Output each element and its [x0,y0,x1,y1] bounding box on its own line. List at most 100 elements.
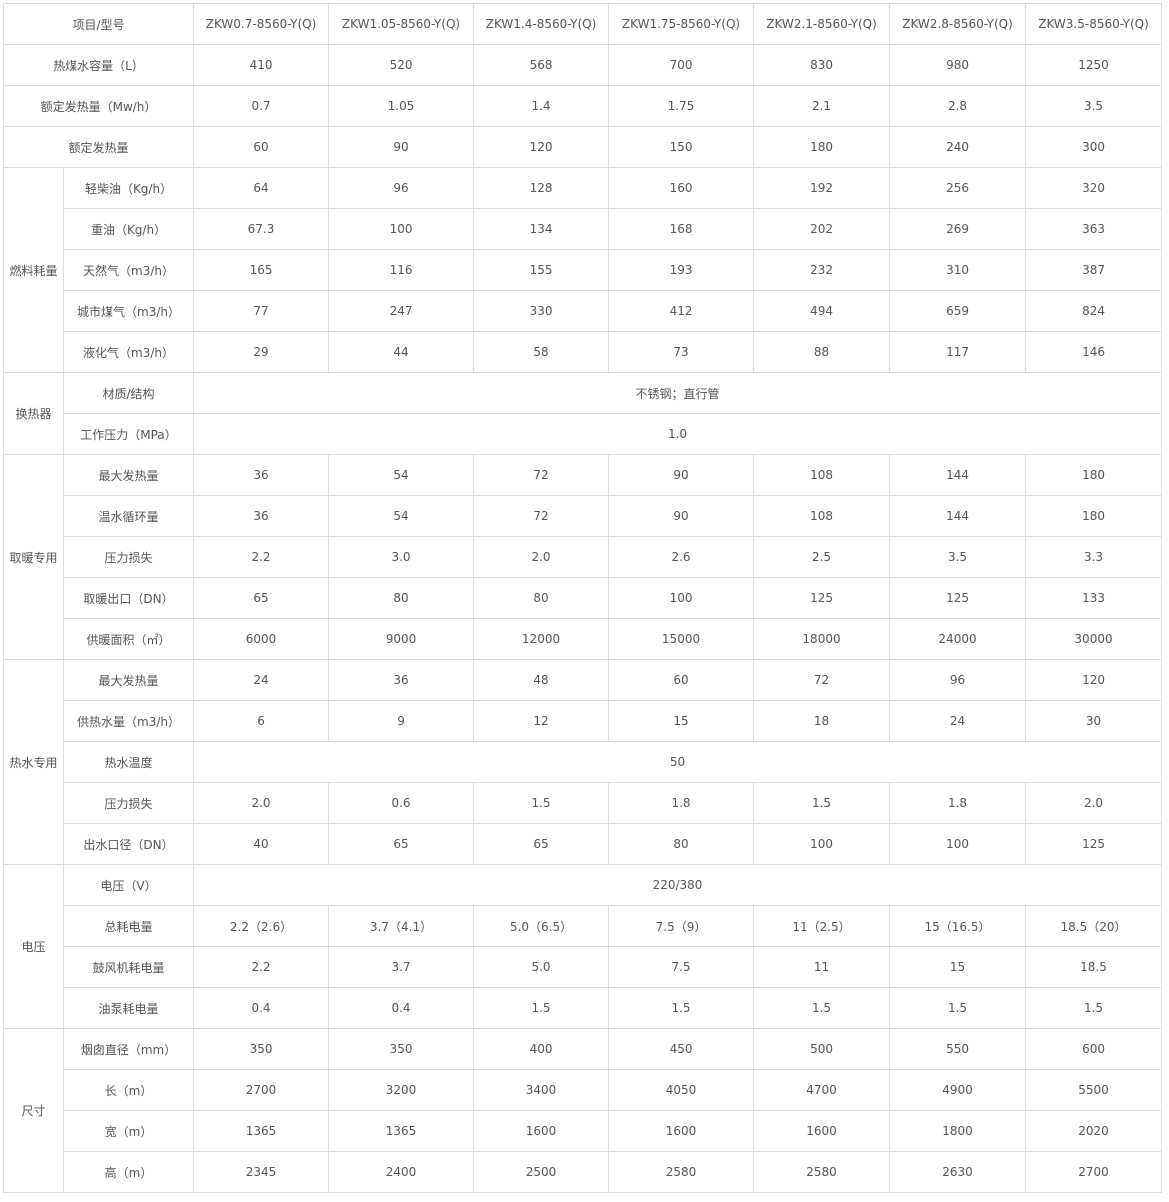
cell-value: 247 [328,290,475,332]
table-row: 热水温度 50 [4,741,1163,783]
table-row: 压力损失 2.0 0.6 1.5 1.8 1.5 1.8 2.0 [4,782,1163,824]
cell-value: 80 [328,577,475,619]
cell-value: 2020 [1025,1110,1163,1152]
cell-value: 36 [193,454,330,496]
table-row: 供热水量（m3/h） 6 9 12 15 18 24 30 [4,700,1163,742]
cell-value: 1.8 [608,782,755,824]
cell-value: 2.0 [473,536,610,578]
cell-value: 15000 [608,618,755,660]
cell-value: 568 [473,44,610,86]
cell-value: 11（2.5） [753,905,891,947]
cell-value: 30000 [1025,618,1163,660]
cell-value: 18000 [753,618,891,660]
table-row: 重油（Kg/h） 67.3 100 134 168 202 269 363 [4,208,1163,250]
row-label: 工作压力（MPa） [62,413,195,455]
row-label: 总耗电量 [62,905,195,947]
cell-value: 256 [889,167,1027,209]
cell-value: 146 [1025,331,1163,373]
cell-value: 410 [193,44,330,86]
cell-value: 1600 [608,1110,755,1152]
cell-value: 0.7 [193,85,330,127]
group-label: 换热器 [3,372,64,455]
cell-value: 7.5 [608,946,755,988]
cell-value: 2700 [193,1069,330,1111]
row-label: 宽（m） [62,1110,195,1152]
cell-value: 155 [473,249,610,291]
cell-value: 24000 [889,618,1027,660]
cell-value: 2500 [473,1151,610,1193]
cell-value: 2.0 [1025,782,1163,824]
table-row: 尺寸 烟囱直径（mm） 350 350 400 450 500 550 600 [3,1028,1163,1193]
cell-value: 300 [1025,126,1163,168]
row-label: 重油（Kg/h） [62,208,195,250]
cell-value: 192 [753,167,891,209]
cell-value: 3.7 [328,946,475,988]
cell-value: 72 [473,454,610,496]
cell-value: 100 [608,577,755,619]
row-label: 额定发热量 [2,126,195,168]
cell-value: 9000 [328,618,475,660]
cell-value: 90 [328,126,475,168]
cell-value: 3.3 [1025,536,1163,578]
cell-value: 133 [1025,577,1163,619]
cell-value: 3.7（4.1） [328,905,475,947]
cell-value: 1600 [753,1110,891,1152]
cell-value: 1365 [193,1110,330,1152]
group-label: 燃料耗量 [3,167,64,373]
cell-value: 65 [473,823,610,865]
cell-value: 1.5 [1025,987,1163,1029]
cell-value: 36 [328,659,475,701]
cell-value: 1800 [889,1110,1027,1152]
row-label: 轻柴油（Kg/h） [62,167,195,209]
cell-value: 269 [889,208,1027,250]
cell-value: 11 [753,946,891,988]
cell-value: 3400 [473,1069,610,1111]
cell-value: 24 [193,659,330,701]
row-label: 长（m） [62,1069,195,1111]
table-row: 温水循环量 36 54 72 90 108 144 180 [4,495,1163,537]
model-header: ZKW1.75-8560-Y(Q) [608,3,755,45]
group-label: 热水专用 [3,659,64,865]
cell-value: 4900 [889,1069,1027,1111]
cell-value: 1.75 [608,85,755,127]
row-label: 高（m） [62,1151,195,1193]
cell-value: 363 [1025,208,1163,250]
model-header: ZKW2.8-8560-Y(Q) [889,3,1027,45]
table-row: 取暖专用 最大发热量 36 54 72 90 108 144 180 [3,454,1163,660]
table-row: 燃料耗量 轻柴油（Kg/h） 64 96 128 160 192 256 320 [3,167,1163,373]
row-label: 热煤水容量（L） [2,44,195,86]
cell-value: 310 [889,249,1027,291]
cell-value: 60 [193,126,330,168]
cell-value: 700 [608,44,755,86]
cell-value: 0.4 [193,987,330,1029]
cell-value: 65 [193,577,330,619]
table-row: 油泵耗电量 0.4 0.4 1.5 1.5 1.5 1.5 1.5 [4,987,1163,1029]
cell-value: 3.5 [1025,85,1163,127]
cell-value: 2.6 [608,536,755,578]
cell-value: 150 [608,126,755,168]
cell-value: 1.5 [608,987,755,1029]
model-header: ZKW1.4-8560-Y(Q) [473,3,610,45]
merged-value: 不锈钢；直行管 [193,372,1163,414]
spec-table-body: 项目/型号 ZKW0.7-8560-Y(Q) ZKW1.05-8560-Y(Q) Z… [2,3,1163,1193]
table-row: 天然气（m3/h） 165 116 155 193 232 310 387 [4,249,1163,291]
merged-value: 50 [193,741,1163,783]
row-label: 城市煤气（m3/h） [62,290,195,332]
header-row: 项目/型号 ZKW0.7-8560-Y(Q) ZKW1.05-8560-Y(Q) Z… [2,3,1163,45]
row-label: 油泵耗电量 [62,987,195,1029]
cell-value: 165 [193,249,330,291]
cell-value: 1.5 [753,782,891,824]
cell-value: 1600 [473,1110,610,1152]
table-row: 电压 电压（V） 220/380 [3,864,1163,1029]
cell-value: 12000 [473,618,610,660]
cell-value: 2.5 [753,536,891,578]
row-label: 天然气（m3/h） [62,249,195,291]
cell-value: 412 [608,290,755,332]
cell-value: 144 [889,495,1027,537]
row-label: 出水口径（DN） [62,823,195,865]
cell-value: 2.0 [193,782,330,824]
cell-value: 125 [1025,823,1163,865]
cell-value: 830 [753,44,891,86]
cell-value: 29 [193,331,330,373]
cell-value: 1.8 [889,782,1027,824]
